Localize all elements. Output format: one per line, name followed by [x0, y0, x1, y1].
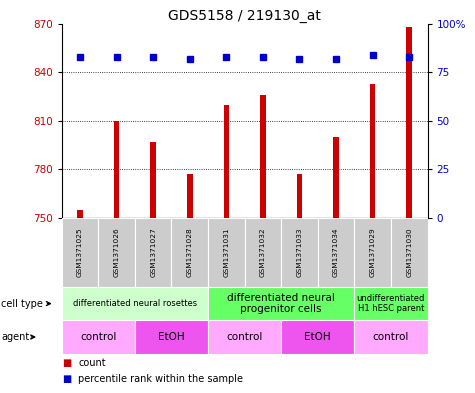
Text: GSM1371031: GSM1371031 [223, 228, 229, 277]
Bar [171, 218, 208, 287]
Text: count: count [78, 358, 106, 367]
Bar [260, 95, 266, 218]
Text: differentiated neural
progenitor cells: differentiated neural progenitor cells [227, 293, 335, 314]
Text: GSM1371029: GSM1371029 [370, 228, 376, 277]
Text: agent: agent [1, 332, 29, 342]
Bar [354, 320, 428, 354]
Text: GSM1371028: GSM1371028 [187, 228, 193, 277]
Bar [151, 142, 156, 218]
Text: EtOH: EtOH [304, 332, 331, 342]
Bar [98, 218, 135, 287]
Text: control: control [80, 332, 116, 342]
Text: percentile rank within the sample: percentile rank within the sample [78, 374, 243, 384]
Bar [208, 287, 354, 320]
Text: GSM1371026: GSM1371026 [114, 228, 120, 277]
Text: GSM1371027: GSM1371027 [150, 228, 156, 277]
Text: GSM1371032: GSM1371032 [260, 228, 266, 277]
Bar [135, 320, 208, 354]
Bar [407, 27, 412, 218]
Bar [77, 210, 83, 218]
Bar [354, 218, 391, 287]
Bar [354, 287, 428, 320]
Text: cell type: cell type [1, 299, 43, 309]
Text: GSM1371034: GSM1371034 [333, 228, 339, 277]
Text: GSM1371030: GSM1371030 [406, 228, 412, 277]
Bar [318, 218, 354, 287]
Bar [135, 218, 171, 287]
Bar [62, 287, 208, 320]
Bar [187, 174, 192, 218]
Bar [370, 84, 375, 218]
Bar [208, 218, 245, 287]
Bar [224, 105, 229, 218]
Bar [281, 320, 354, 354]
Bar [245, 218, 281, 287]
Bar [333, 137, 339, 218]
Text: undifferentiated
H1 hESC parent: undifferentiated H1 hESC parent [357, 294, 425, 313]
Bar [208, 320, 281, 354]
Text: control: control [373, 332, 409, 342]
Text: GSM1371033: GSM1371033 [296, 228, 303, 277]
Text: ■: ■ [62, 358, 71, 367]
Bar [114, 121, 119, 218]
Bar [297, 174, 302, 218]
Bar [281, 218, 318, 287]
Text: GSM1371025: GSM1371025 [77, 228, 83, 277]
Bar [391, 218, 428, 287]
Text: EtOH: EtOH [158, 332, 185, 342]
Title: GDS5158 / 219130_at: GDS5158 / 219130_at [168, 9, 321, 22]
Text: ■: ■ [62, 374, 71, 384]
Bar [62, 218, 98, 287]
Text: differentiated neural rosettes: differentiated neural rosettes [73, 299, 197, 308]
Text: control: control [227, 332, 263, 342]
Bar [62, 320, 135, 354]
